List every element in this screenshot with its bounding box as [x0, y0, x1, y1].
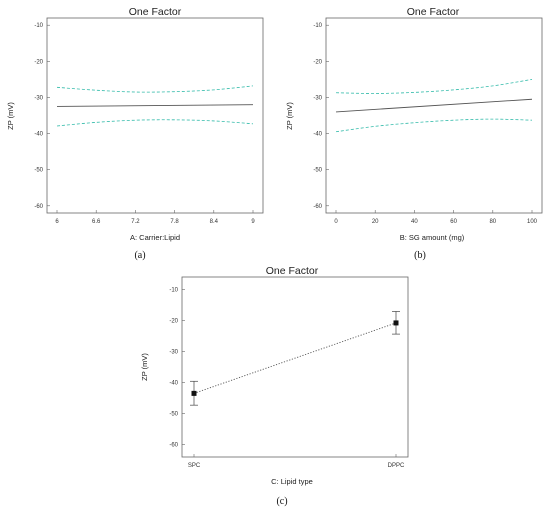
- x-tick-label: 40: [411, 219, 418, 225]
- panel-c-y-ticks: -10 -20 -30 -40 -50 -60: [169, 287, 185, 449]
- panel-c-ylabel: ZP (mV): [140, 353, 149, 381]
- panel-c-series: [190, 311, 400, 406]
- panel-b-title: One Factor: [407, 6, 460, 18]
- series-upper-line: [335, 78, 533, 94]
- y-tick-label: -30: [169, 349, 178, 355]
- panel-c: One Factor -10 -20 -30 -40 -50 -60 SPC DPPC ZP…: [140, 265, 409, 507]
- x-tick-label: 80: [489, 219, 496, 225]
- y-tick-label: -20: [34, 59, 43, 65]
- panel-c-label: (c): [276, 496, 287, 507]
- x-tick-label: 0: [334, 219, 338, 225]
- x-tick-label: 6: [55, 219, 59, 225]
- x-tick-label: 7.8: [170, 219, 179, 225]
- panel-b-xlabel: B: SG amount (mg): [400, 233, 465, 242]
- panel-b-plot-frame: [325, 17, 543, 214]
- series-upper-line: [56, 85, 254, 93]
- y-tick-label: -20: [313, 59, 322, 65]
- panel-a-title: One Factor: [129, 6, 182, 18]
- series-line: [193, 322, 397, 394]
- x-tick-label: 9: [251, 219, 255, 225]
- x-tick-label: 100: [527, 219, 538, 225]
- y-tick-label: -60: [313, 204, 322, 210]
- panel-c-title: One Factor: [266, 265, 319, 277]
- y-tick-label: -50: [169, 412, 178, 418]
- y-tick-label: -50: [34, 168, 43, 174]
- panel-b-ylabel: ZP (mV): [285, 102, 294, 130]
- data-point: [393, 320, 399, 326]
- data-point: [191, 390, 197, 396]
- panel-b-x-ticks: 0 20 40 60 80 100: [334, 210, 538, 225]
- panel-a-series: [56, 85, 254, 127]
- x-tick-label: 7.2: [131, 219, 140, 225]
- y-tick-label: -10: [169, 287, 178, 293]
- panel-b-series: [335, 78, 533, 133]
- panel-a-y-ticks: -10 -20 -30 -40 -50 -60: [34, 23, 50, 210]
- y-tick-label: -40: [313, 132, 322, 138]
- x-tick-label: 20: [372, 219, 379, 225]
- panel-c-x-ticks: SPC DPPC: [188, 454, 405, 469]
- panel-c-plot-frame: [181, 276, 409, 458]
- y-tick-label: -50: [313, 168, 322, 174]
- panel-a-xlabel: A: Carrier:Lipid: [130, 233, 180, 242]
- panel-a: One Factor -10 -20 -30 -40 -50 -60 6 6.6 7.2 7.8…: [6, 6, 264, 261]
- series-lower-line: [335, 118, 533, 133]
- x-tick-label: DPPC: [388, 463, 405, 469]
- series-lower-line: [56, 119, 254, 127]
- x-tick-label: 8.4: [210, 219, 219, 225]
- x-tick-label: 60: [450, 219, 457, 225]
- x-tick-label: SPC: [188, 463, 201, 469]
- y-tick-label: -40: [169, 381, 178, 387]
- panel-a-x-ticks: 6 6.6 7.2 7.8 8.4 9: [55, 210, 255, 225]
- y-tick-label: -40: [34, 132, 43, 138]
- panel-b-label: (b): [414, 250, 426, 261]
- panel-a-ylabel: ZP (mV): [6, 102, 15, 130]
- panel-a-plot-frame: [46, 17, 264, 214]
- panel-c-xlabel: C: Lipid type: [271, 477, 313, 486]
- y-tick-label: -60: [34, 204, 43, 210]
- x-tick-label: 6.6: [92, 219, 101, 225]
- panel-b: One Factor -10 -20 -30 -40 -50 -60 0 20 40 60 80 1…: [285, 6, 543, 261]
- y-tick-label: -10: [34, 23, 43, 29]
- y-tick-label: -30: [34, 95, 43, 101]
- panel-a-label: (a): [134, 250, 145, 261]
- y-tick-label: -30: [313, 95, 322, 101]
- panel-b-y-ticks: -10 -20 -30 -40 -50 -60: [313, 23, 329, 210]
- series-mean-line: [335, 98, 533, 113]
- series-mean-line: [56, 104, 254, 107]
- y-tick-label: -20: [169, 318, 178, 324]
- y-tick-label: -10: [313, 23, 322, 29]
- y-tick-label: -60: [169, 443, 178, 449]
